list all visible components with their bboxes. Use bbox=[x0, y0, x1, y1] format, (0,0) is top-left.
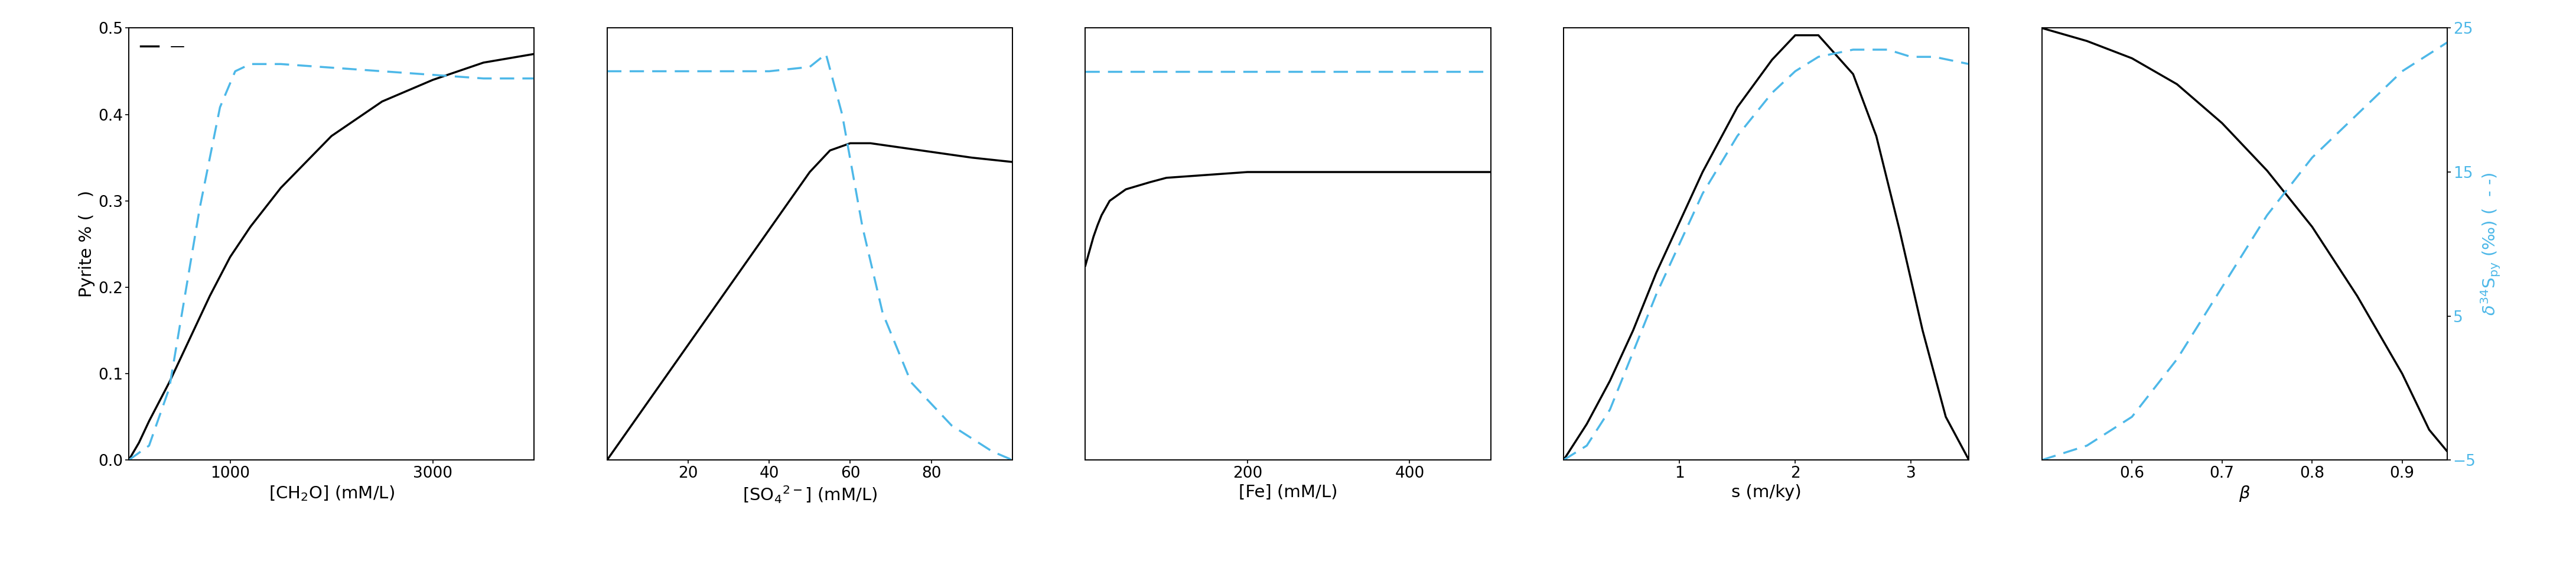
X-axis label: [CH$_2$O] (mM/L): [CH$_2$O] (mM/L) bbox=[268, 484, 394, 503]
X-axis label: $\beta$: $\beta$ bbox=[2239, 484, 2251, 503]
Y-axis label: $\delta^{34}$S$_{\rm py}$ (‰) (  - -): $\delta^{34}$S$_{\rm py}$ (‰) ( - -) bbox=[2478, 172, 2501, 316]
X-axis label: [SO$_4$$^{2-}$] (mM/L): [SO$_4$$^{2-}$] (mM/L) bbox=[742, 484, 878, 505]
X-axis label: s (m/ky): s (m/ky) bbox=[1731, 484, 1801, 501]
Y-axis label: Pyrite % (   ): Pyrite % ( ) bbox=[77, 191, 95, 297]
Legend: —: — bbox=[137, 35, 191, 58]
X-axis label: [Fe] (mM/L): [Fe] (mM/L) bbox=[1239, 484, 1337, 501]
